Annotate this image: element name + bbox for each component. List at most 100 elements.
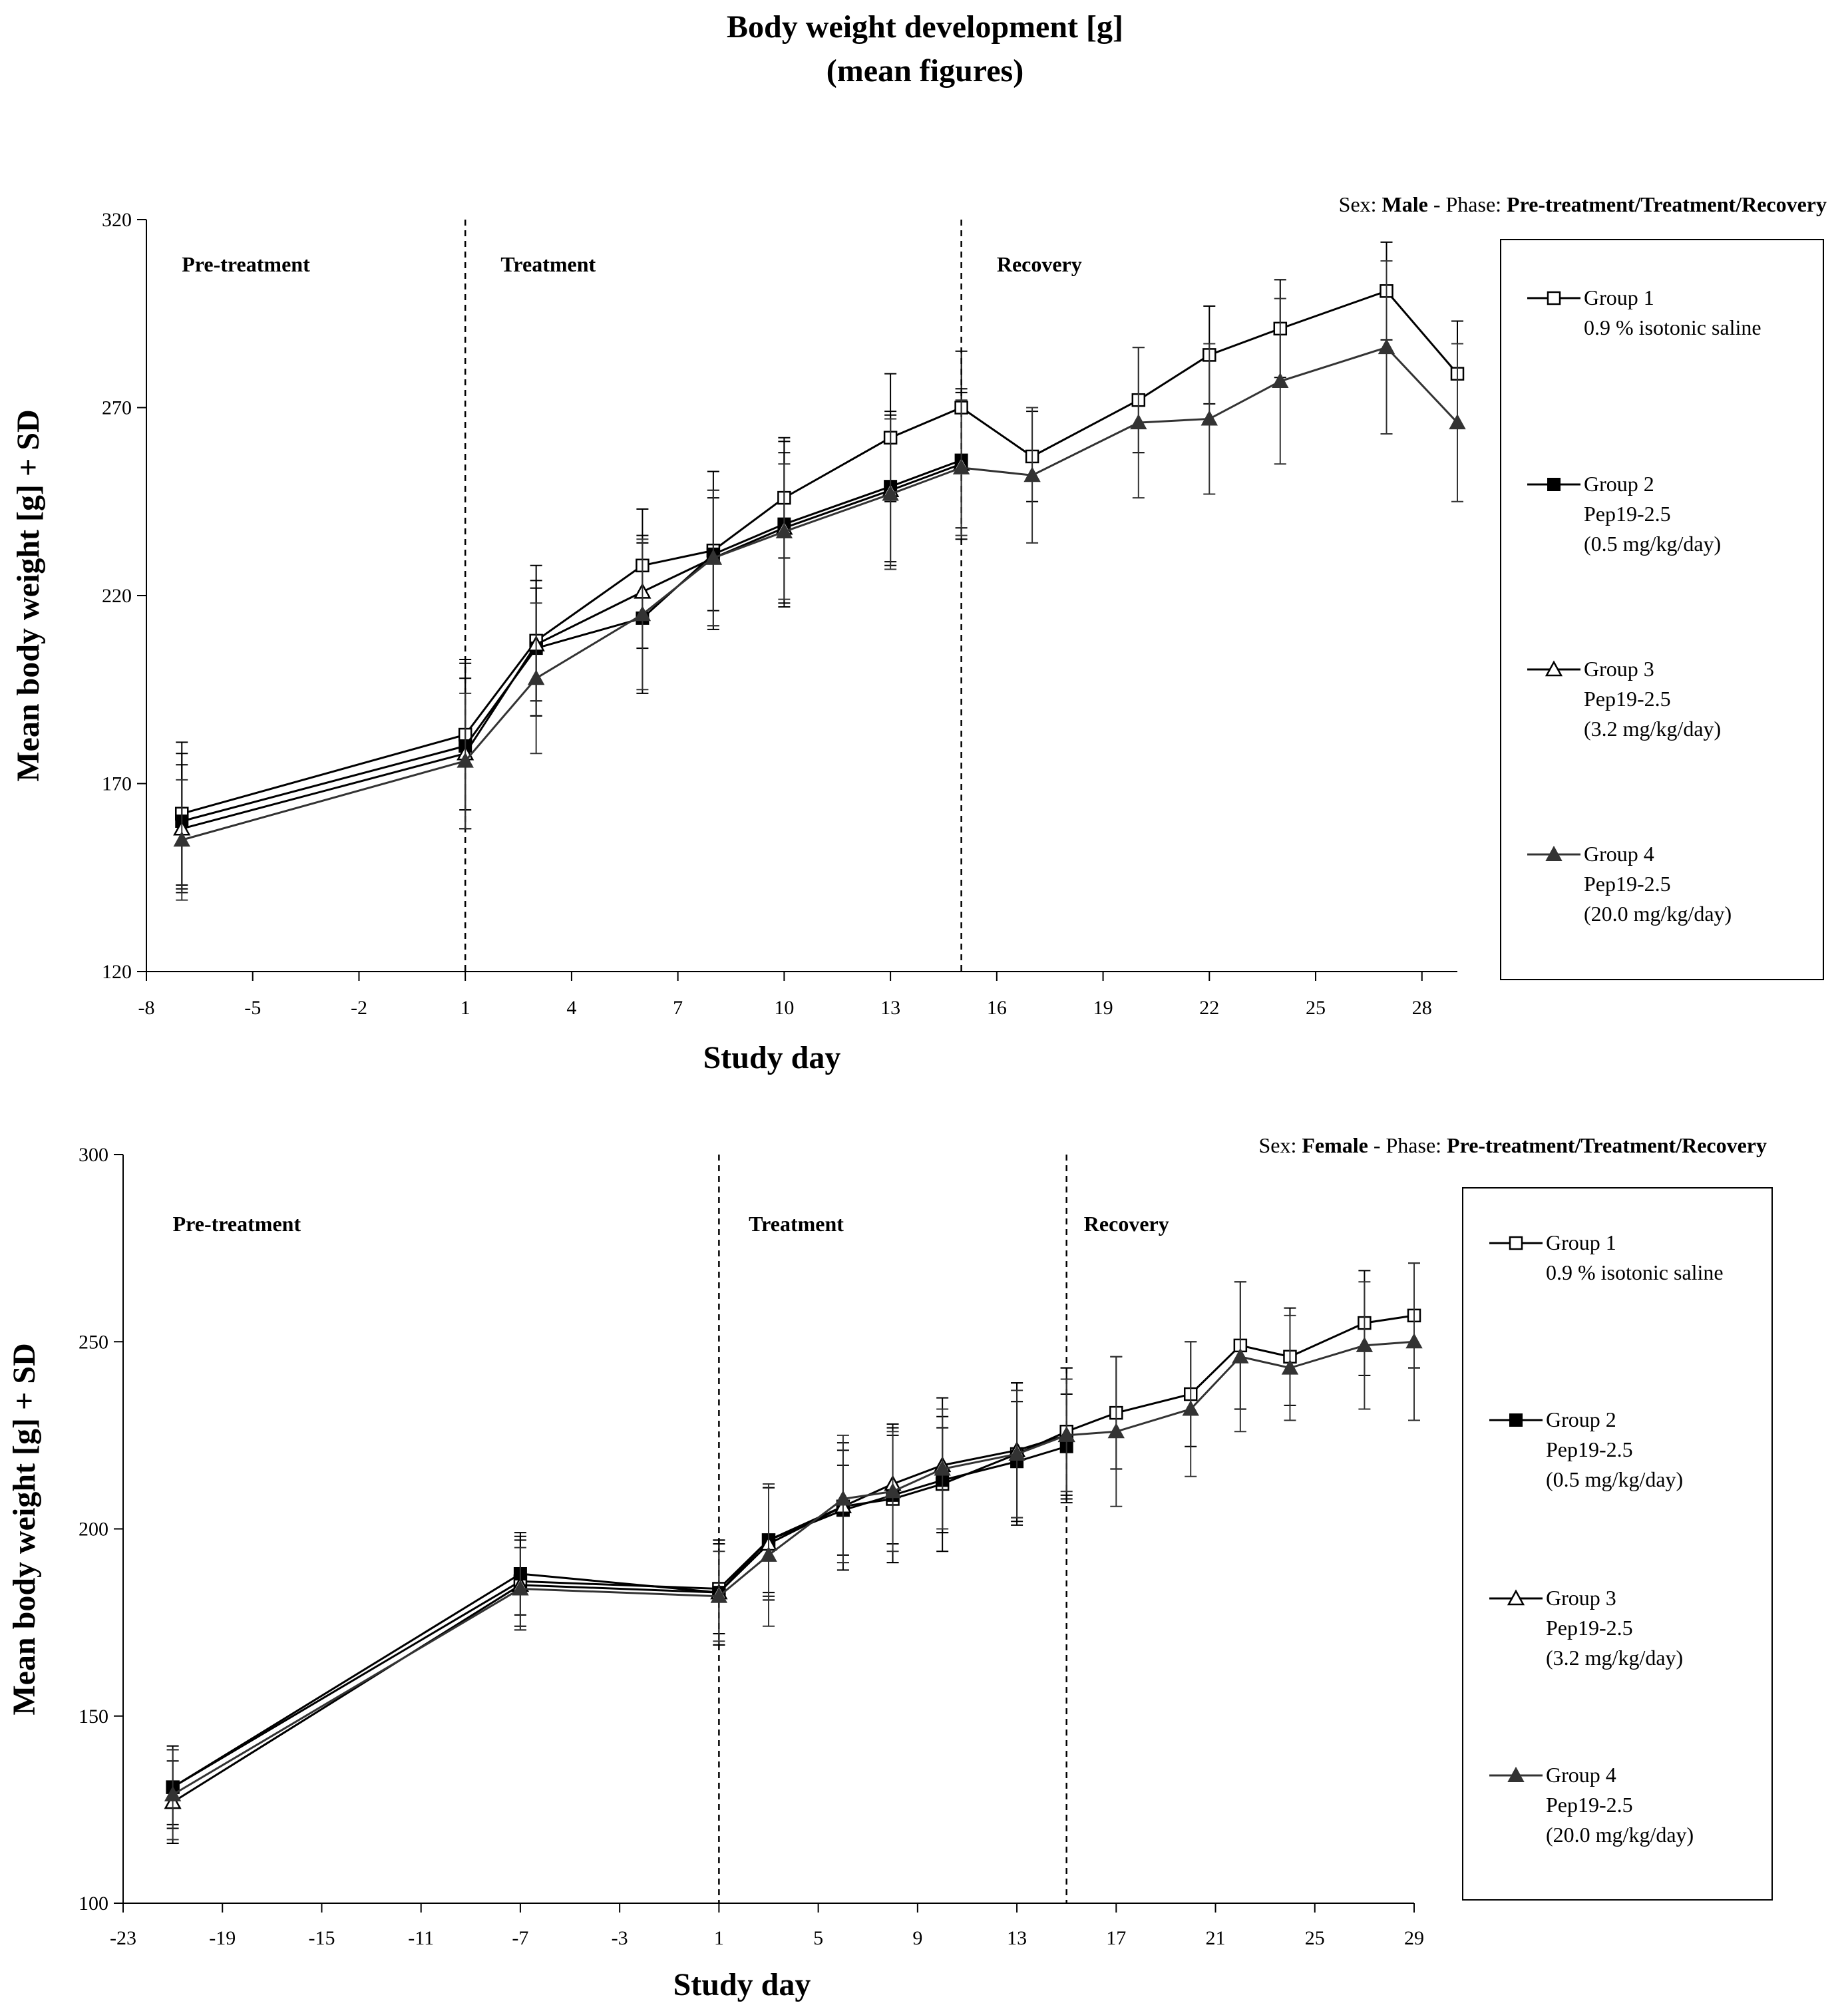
y-tick-label: 100: [79, 1893, 108, 1915]
x-tick-label: -23: [110, 1927, 136, 1949]
legend-description: (3.2 mg/kg/day): [1546, 1646, 1683, 1670]
x-tick-label: 13: [1007, 1927, 1027, 1949]
sex-phase-phase-prefix: - Phase:: [1368, 1133, 1447, 1157]
legend-label: Group 3: [1584, 657, 1654, 681]
y-tick-label: 170: [102, 773, 132, 795]
legend-description: 0.9 % isotonic saline: [1546, 1260, 1724, 1284]
legend-marker: [1507, 1589, 1525, 1606]
legend-label: Group 2: [1584, 472, 1654, 496]
legend-label: Group 1: [1546, 1230, 1616, 1254]
series-group-3: [173, 388, 970, 894]
chart-1: 100 150 200 250 300 -23 -19 -15 -11 -7 -3 1 5 9 13 17 21…: [7, 1133, 1773, 2002]
series-line: [181, 289, 1459, 815]
data-point: [952, 458, 970, 474]
data-point: [834, 1490, 852, 1506]
x-tick-label: -7: [512, 1927, 528, 1949]
series-line: [181, 462, 962, 830]
y-tick-label: 320: [102, 209, 132, 231]
sex-phase-sex-value: Female: [1302, 1133, 1368, 1157]
data-point: [1107, 1423, 1125, 1439]
phase-label: Treatment: [500, 252, 596, 276]
legend-description: (20.0 mg/kg/day): [1584, 902, 1732, 926]
x-tick-label: -2: [351, 997, 367, 1019]
data-point: [164, 1785, 182, 1801]
legend-description: Pep19-2.5: [1584, 872, 1671, 896]
x-tick-label: 29: [1404, 1927, 1424, 1949]
legend-description: Pep19-2.5: [1546, 1616, 1633, 1640]
x-tick-label: -15: [308, 1927, 335, 1949]
data-point: [173, 831, 190, 847]
series-line: [181, 459, 962, 823]
x-tick-label: 25: [1305, 1927, 1325, 1949]
data-point: [512, 1580, 529, 1596]
x-tick-label: -11: [408, 1927, 434, 1949]
data-point: [1405, 1333, 1423, 1349]
sex-phase-label: Sex: Male - Phase: Pre-treatment/Treatme…: [1339, 192, 1827, 216]
x-axis-label: Study day: [673, 1967, 811, 2002]
legend: Group 1 0.9 % isotonic saline Group 2 Pep19…: [1462, 1187, 1773, 1901]
x-tick-label: 10: [774, 997, 794, 1019]
y-tick-label: 150: [79, 1706, 108, 1728]
legend-description: Pep19-2.5: [1584, 687, 1671, 711]
data-point: [884, 1483, 902, 1499]
legend-label: Group 4: [1584, 842, 1654, 866]
y-tick-label: 250: [79, 1331, 108, 1353]
sex-phase-phase-value: Pre-treatment/Treatment/Recovery: [1507, 192, 1827, 216]
x-tick-label: -3: [612, 1927, 628, 1949]
phase-label: Pre-treatment: [182, 252, 310, 276]
x-tick-label: 19: [1093, 997, 1113, 1019]
phase-label: Recovery: [1084, 1212, 1169, 1236]
phase-label: Recovery: [997, 252, 1082, 276]
legend-description: Pep19-2.5: [1546, 1437, 1633, 1461]
x-tick-label: 28: [1412, 997, 1432, 1019]
x-tick-label: 7: [673, 997, 683, 1019]
sex-phase-sex-prefix: Sex:: [1258, 1133, 1302, 1157]
legend-description: (0.5 mg/kg/day): [1546, 1467, 1683, 1491]
x-tick-label: 21: [1206, 1927, 1226, 1949]
data-point: [1281, 1359, 1299, 1375]
legend-label: Group 3: [1546, 1586, 1616, 1610]
x-tick-label: 1: [714, 1927, 724, 1949]
sex-phase-sex-value: Male: [1382, 192, 1428, 216]
legend-marker: [1507, 1766, 1525, 1782]
x-tick-label: 22: [1199, 997, 1219, 1019]
data-point: [1272, 372, 1289, 388]
legend-label: Group 4: [1546, 1763, 1616, 1787]
legend-description: Pep19-2.5: [1584, 502, 1671, 526]
data-point: [882, 485, 899, 501]
sex-phase-phase-prefix: - Phase:: [1428, 192, 1507, 216]
chart-0: 120 170 220 270 320 -8 -5 -2 1 4 7 10 13 16 19 22 25 28 Pr…: [11, 192, 1827, 1075]
legend: Group 1 0.9 % isotonic saline Group 2 Pep19…: [1500, 239, 1824, 980]
series-group-2: [175, 391, 968, 890]
phase-label: Pre-treatment: [173, 1212, 301, 1236]
legend-label: Group 2: [1546, 1407, 1616, 1431]
data-point: [1232, 1348, 1249, 1364]
data-point: [934, 1460, 951, 1476]
legend-marker: [1545, 845, 1563, 861]
y-tick-label: 300: [79, 1144, 108, 1166]
page-title-line-1: Body weight development [g]: [727, 9, 1123, 45]
data-point: [705, 549, 722, 565]
data-point: [760, 1546, 777, 1562]
x-tick-label: 9: [912, 1927, 922, 1949]
y-tick-label: 270: [102, 397, 132, 419]
data-point: [527, 669, 545, 685]
data-point: [1058, 1426, 1075, 1442]
data-point: [1130, 414, 1147, 430]
legend-description: (20.0 mg/kg/day): [1546, 1823, 1694, 1847]
series-group-4: [173, 260, 1466, 901]
series-group-3: [164, 1367, 1075, 1844]
data-point: [1023, 466, 1041, 482]
data-point: [457, 752, 474, 768]
x-tick-label: 17: [1106, 1927, 1126, 1949]
legend-description: (3.2 mg/kg/day): [1584, 717, 1721, 741]
x-tick-label: -19: [209, 1927, 236, 1949]
data-point: [710, 1587, 728, 1603]
page-title-line-2: (mean figures): [827, 53, 1023, 89]
x-tick-label: 5: [813, 1927, 823, 1949]
series-group-2: [166, 1393, 1073, 1829]
legend-marker: [1545, 660, 1563, 677]
sex-phase-phase-value: Pre-treatment/Treatment/Recovery: [1447, 1133, 1767, 1157]
x-tick-label: 25: [1306, 997, 1326, 1019]
